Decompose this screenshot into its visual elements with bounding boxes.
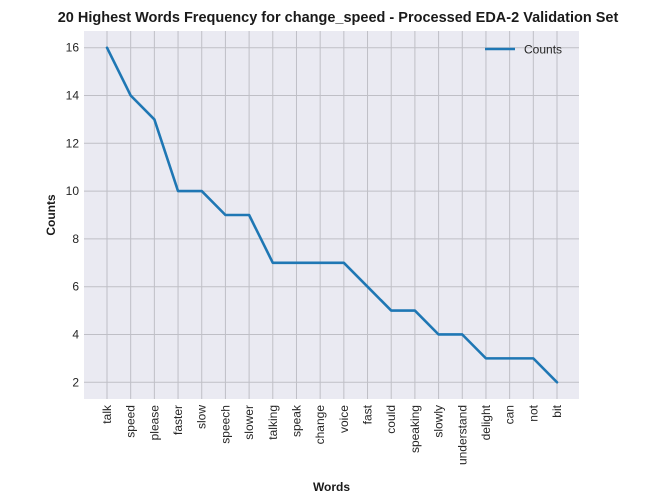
x-tick-label: change bbox=[313, 405, 327, 445]
series-layer bbox=[105, 46, 559, 384]
x-axis-label: Words bbox=[313, 480, 350, 494]
x-tick-label: understand bbox=[455, 405, 469, 465]
legend: Counts bbox=[485, 43, 562, 57]
x-tick-label: speech bbox=[218, 405, 232, 444]
x-tick-label: slow bbox=[195, 405, 209, 429]
x-tick-label: voice bbox=[337, 405, 351, 433]
chart-title: 20 Highest Words Frequency for change_sp… bbox=[58, 10, 619, 26]
plot-area bbox=[84, 31, 579, 399]
y-tick-label: 4 bbox=[72, 327, 79, 341]
y-tick-label: 14 bbox=[66, 89, 80, 103]
x-tick-label: could bbox=[384, 405, 398, 434]
x-tick-label: faster bbox=[171, 405, 185, 435]
y-axis-label: Counts bbox=[44, 194, 58, 236]
x-tick-label: talking bbox=[266, 405, 280, 440]
series-line-counts bbox=[105, 46, 559, 384]
x-tick-label: delight bbox=[479, 404, 493, 440]
x-tick-label: slower bbox=[242, 405, 256, 440]
y-tick-label: 2 bbox=[72, 375, 79, 389]
x-tick-label: bit bbox=[550, 404, 564, 417]
y-tick-label: 8 bbox=[72, 232, 79, 246]
x-tick-label: not bbox=[526, 404, 540, 421]
x-tick-label: talk bbox=[100, 404, 114, 424]
y-tick-label: 12 bbox=[66, 136, 80, 150]
x-axis-ticks: talk speed please faster slow speech slower tal… bbox=[100, 404, 564, 465]
x-tick-label: speed bbox=[124, 405, 138, 438]
x-tick-label: slowly bbox=[432, 405, 446, 438]
x-tick-label: fast bbox=[361, 404, 375, 424]
x-tick-label: please bbox=[147, 405, 161, 441]
y-tick-label: 16 bbox=[66, 41, 80, 55]
x-tick-label: can bbox=[503, 405, 517, 424]
y-axis-ticks: 2 4 6 8 10 12 14 16 bbox=[66, 41, 80, 390]
x-tick-label: speaking bbox=[408, 405, 422, 453]
y-tick-label: 6 bbox=[72, 280, 79, 294]
x-tick-label: speak bbox=[289, 404, 303, 437]
y-tick-label: 10 bbox=[66, 184, 80, 198]
legend-label-counts: Counts bbox=[524, 43, 562, 57]
